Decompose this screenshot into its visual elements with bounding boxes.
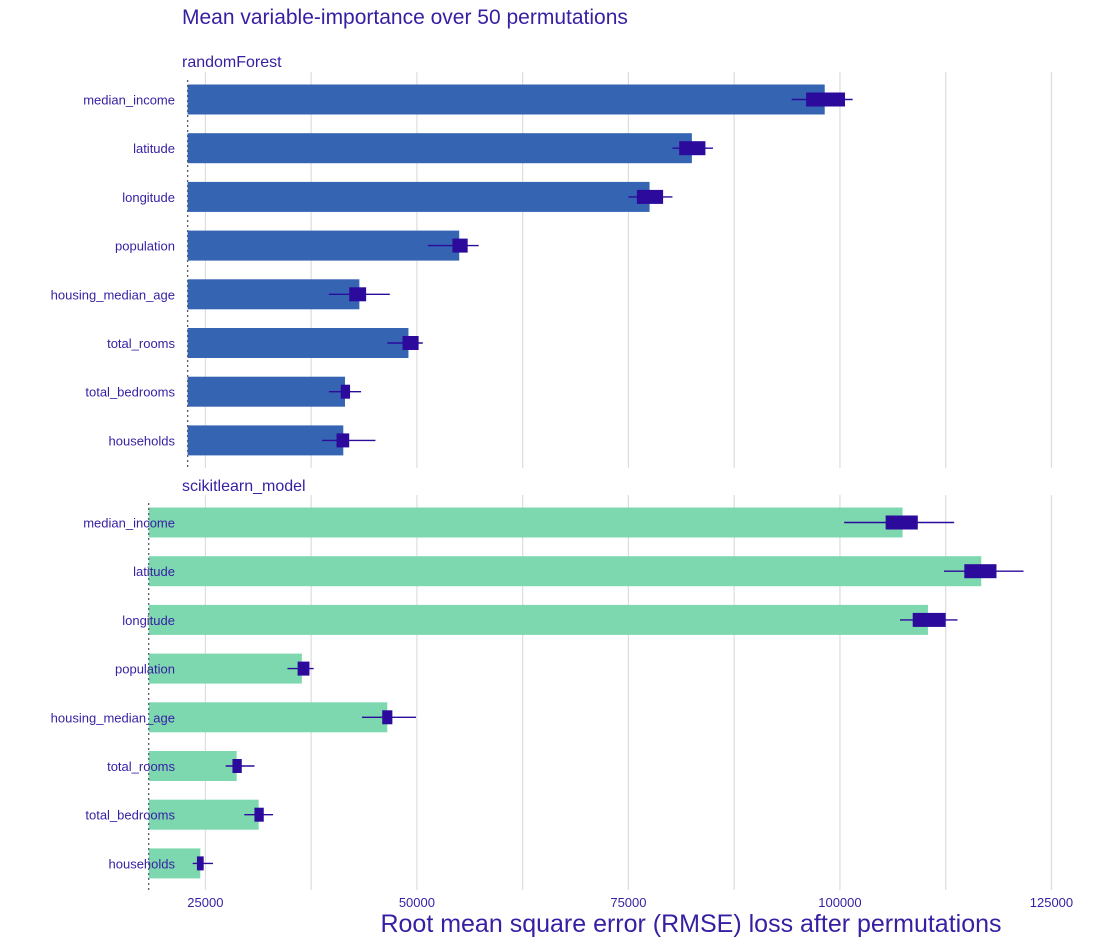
bar-0-total_rooms: [187, 328, 409, 358]
category-label-1-total_rooms: total_rooms: [107, 759, 175, 774]
category-label-1-median_income: median_income: [83, 516, 175, 531]
box-1-housing_median_age: [382, 710, 393, 725]
x-axis-label: Root mean square error (RMSE) loss after…: [380, 910, 1002, 938]
bar-1-housing_median_age: [148, 702, 388, 733]
box-0-households: [336, 433, 350, 448]
bar-1-latitude: [148, 556, 982, 587]
box-1-total_rooms: [232, 759, 242, 773]
bar-1-median_income: [148, 507, 903, 538]
category-label-0-longitude: longitude: [122, 190, 175, 205]
bar-0-longitude: [187, 181, 650, 212]
category-label-0-latitude: latitude: [133, 141, 175, 156]
category-label-0-total_bedrooms: total_bedrooms: [85, 385, 175, 400]
box-0-latitude: [679, 141, 706, 156]
box-1-households: [196, 856, 204, 871]
bar-0-median_income: [187, 84, 825, 115]
box-0-housing_median_age: [349, 287, 367, 302]
bar-1-households: [148, 848, 201, 879]
category-label-0-housing_median_age: housing_median_age: [51, 287, 175, 302]
x-tick-label-3: 100000: [818, 895, 861, 910]
x-tick-label-1: 50000: [399, 895, 435, 910]
bar-0-total_bedrooms: [187, 376, 345, 407]
category-label-1-households: households: [109, 856, 176, 871]
box-1-median_income: [885, 515, 918, 530]
box-1-latitude: [964, 564, 997, 579]
category-label-0-population: population: [115, 239, 175, 254]
bar-1-total_rooms: [148, 751, 237, 781]
box-0-longitude: [636, 189, 664, 204]
x-tick-label-4: 125000: [1030, 895, 1073, 910]
bar-1-longitude: [148, 604, 928, 635]
category-label-0-total_rooms: total_rooms: [107, 336, 175, 351]
category-label-1-housing_median_age: housing_median_age: [51, 710, 175, 725]
category-label-1-longitude: longitude: [122, 613, 175, 628]
x-tick-label-0: 25000: [187, 895, 223, 910]
bar-1-population: [148, 653, 302, 684]
bar-1-total_bedrooms: [148, 799, 259, 830]
box-0-median_income: [806, 92, 846, 107]
bar-0-latitude: [187, 133, 692, 164]
box-0-total_bedrooms: [340, 384, 351, 399]
category-label-1-total_bedrooms: total_bedrooms: [85, 808, 175, 823]
category-label-1-population: population: [115, 662, 175, 677]
box-1-longitude: [912, 612, 946, 627]
panel-title-scikitlearn-model: scikitlearn_model: [182, 478, 306, 495]
x-tick-label-2: 75000: [610, 895, 646, 910]
category-label-1-latitude: latitude: [133, 564, 175, 579]
panel-title-randomforest: randomForest: [182, 54, 282, 71]
bar-0-population: [187, 230, 460, 261]
bar-0-households: [187, 425, 344, 456]
box-0-total_rooms: [402, 336, 419, 350]
chart-title: Mean variable-importance over 50 permuta…: [182, 6, 628, 29]
box-1-total_bedrooms: [254, 807, 264, 822]
category-label-0-households: households: [109, 433, 176, 448]
box-0-population: [452, 238, 468, 253]
category-label-0-median_income: median_income: [83, 93, 175, 108]
box-1-population: [297, 661, 310, 676]
